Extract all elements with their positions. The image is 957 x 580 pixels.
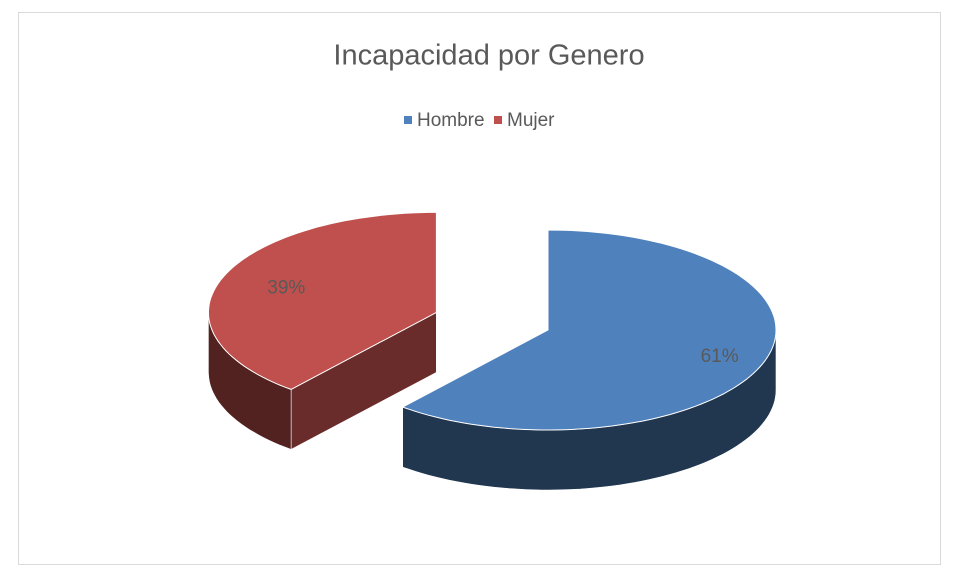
- legend-swatch: [404, 116, 412, 124]
- chart-title: Incapacidad por Genero: [333, 40, 644, 72]
- legend-label: Hombre: [417, 110, 485, 131]
- data-label: 39%: [267, 278, 305, 299]
- slice: [401, 229, 777, 431]
- legend-label: Mujer: [507, 110, 555, 131]
- slice: [208, 211, 437, 390]
- legend-swatch: [494, 116, 502, 124]
- data-label: 61%: [701, 346, 739, 367]
